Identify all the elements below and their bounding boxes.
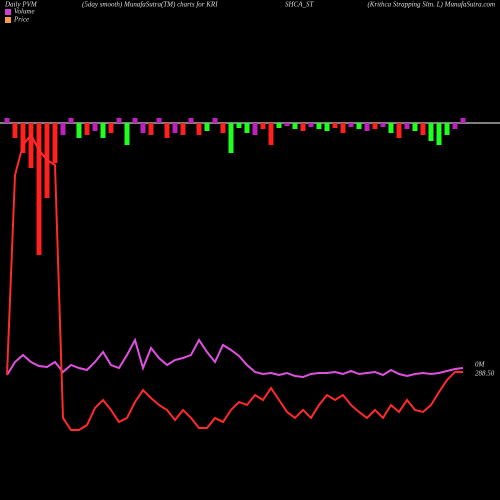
volume-bar xyxy=(12,123,18,138)
volume-bar xyxy=(292,123,298,129)
volume-bar xyxy=(76,123,82,138)
volume-bar xyxy=(428,123,434,141)
volume-bar xyxy=(52,123,58,163)
volume-bar xyxy=(196,123,202,135)
volume-bar xyxy=(452,123,458,129)
volume-bar xyxy=(364,123,370,131)
legend-swatch xyxy=(5,9,11,15)
volume-bar xyxy=(260,123,266,129)
price-end-label: 288.50 xyxy=(475,370,495,378)
volume-bar xyxy=(420,123,426,135)
volume-bar xyxy=(36,123,42,255)
volume-bar xyxy=(116,118,122,123)
volume-bar xyxy=(412,123,418,131)
line-price xyxy=(6,133,463,432)
volume-bar xyxy=(332,123,338,128)
volume-bar xyxy=(380,123,386,127)
volume-end-label: 0M xyxy=(475,361,486,369)
volume-bar xyxy=(268,123,274,145)
legend-label: Price xyxy=(13,16,29,24)
volume-bar xyxy=(348,123,354,127)
volume-bar xyxy=(228,123,234,153)
legend-label: Volume xyxy=(14,8,35,16)
volume-bar xyxy=(388,123,394,133)
volume-bar xyxy=(100,123,106,138)
header-right: (Krithca Strapping Sltn. L) MunafaSutra.… xyxy=(367,1,495,9)
volume-bar xyxy=(140,123,146,133)
volume-bar xyxy=(20,123,26,153)
volume-bar xyxy=(148,123,154,135)
volume-bar xyxy=(236,123,242,128)
volume-bar xyxy=(404,123,410,129)
volume-bar xyxy=(372,123,378,129)
volume-bar xyxy=(92,123,98,131)
volume-bar xyxy=(244,123,250,133)
legend-swatch xyxy=(5,17,11,23)
volume-bar xyxy=(252,123,258,135)
header-title: (5day smooth) MunafaSutra(TM) charts for… xyxy=(82,1,218,9)
volume-bar xyxy=(156,118,162,123)
volume-bar xyxy=(4,118,10,123)
volume-bar xyxy=(204,123,210,131)
volume-bar xyxy=(276,123,282,128)
volume-bar xyxy=(68,118,74,123)
volume-bar xyxy=(284,123,290,126)
volume-bar xyxy=(340,123,346,133)
volume-bar xyxy=(436,123,442,145)
volume-bar xyxy=(396,123,402,138)
volume-bar xyxy=(324,123,330,131)
volume-bar xyxy=(108,123,114,133)
volume-bar xyxy=(124,123,130,145)
volume-bar xyxy=(60,123,66,135)
volume-bar xyxy=(444,123,450,135)
volume-bar xyxy=(220,123,226,133)
volume-bar xyxy=(316,123,322,129)
header-symbol: SHCA_ST xyxy=(285,1,315,9)
volume-bar xyxy=(300,123,306,131)
volume-bar xyxy=(460,118,466,123)
volume-bar xyxy=(172,123,178,133)
volume-bar xyxy=(28,123,34,168)
volume-bar xyxy=(356,123,362,129)
volume-bar xyxy=(212,118,218,123)
volume-bar xyxy=(308,123,314,127)
volume-bar xyxy=(180,123,186,135)
line-pvm xyxy=(6,337,464,379)
volume-bar xyxy=(132,118,138,123)
volume-bar xyxy=(188,118,194,123)
volume-bar xyxy=(164,123,170,138)
header-left: Daily PVM xyxy=(4,1,38,9)
volume-bar xyxy=(84,123,90,135)
